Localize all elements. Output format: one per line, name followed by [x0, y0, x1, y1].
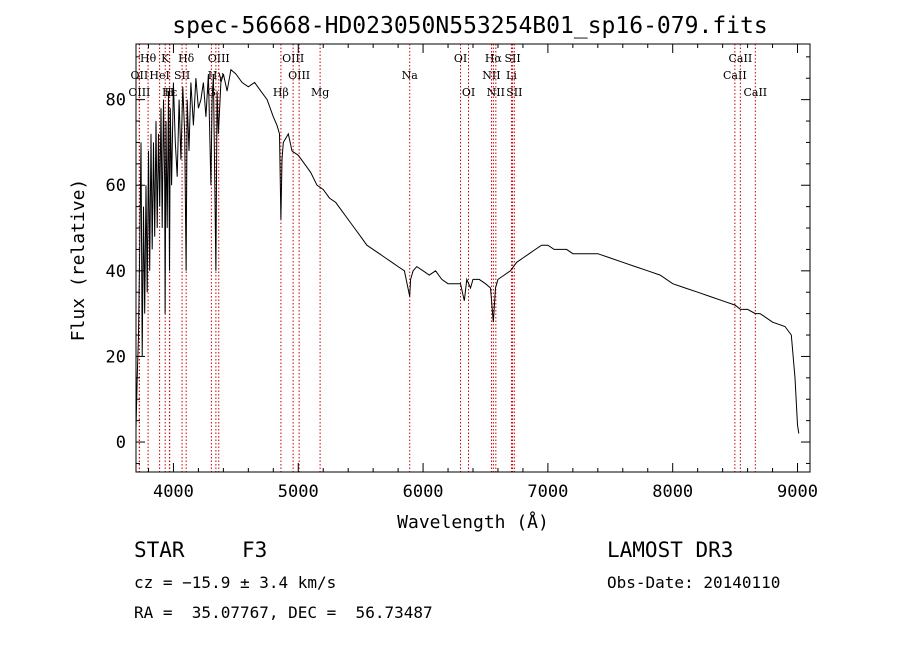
- y-tick-label-3: 60: [106, 176, 126, 196]
- line-label-2: Hδ: [178, 52, 195, 65]
- spectral-line-markers: [138, 44, 756, 472]
- ra-dec: RA = 35.07767, DEC = 56.73487: [134, 603, 433, 622]
- line-label-10: HeI: [149, 69, 169, 82]
- line-label-7: SII: [504, 52, 520, 65]
- line-label-18: OIII: [128, 86, 150, 99]
- chart-title: spec-56668-HD023050N553254B01_sp16-079.f…: [172, 13, 767, 39]
- survey-name: LAMOST DR3: [607, 538, 734, 562]
- line-label-22: Hβ: [273, 86, 289, 99]
- line-label-5: OI: [454, 52, 467, 65]
- line-label-12: Hγ: [208, 69, 225, 82]
- line-label-3: OIII: [208, 52, 230, 65]
- line-label-15: NII: [482, 69, 500, 82]
- line-label-6: Hα: [485, 52, 503, 65]
- plot-frame: [135, 43, 811, 473]
- x-tick-label-2: 6000: [403, 482, 444, 502]
- line-label-8: CaII: [729, 52, 753, 65]
- line-label-4: OIII: [282, 52, 304, 65]
- spectrum-series-line: [135, 68, 800, 434]
- line-label-1: K: [161, 52, 170, 65]
- y-tick-label-0: 0: [116, 433, 126, 453]
- line-label-13: OIII: [288, 69, 310, 82]
- line-label-26: SII: [506, 86, 522, 99]
- x-axis-label: Wavelength (Å): [397, 511, 549, 533]
- line-label-14: Na: [402, 69, 419, 82]
- line-label-9: OII: [131, 69, 149, 82]
- obs-date: Obs-Date: 20140110: [607, 573, 781, 592]
- x-tick-label-5: 9000: [777, 482, 818, 502]
- line-label-25: NII: [487, 86, 505, 99]
- y-tick-label-1: 20: [106, 347, 126, 367]
- x-tick-label-3: 7000: [527, 482, 568, 502]
- y-tick-label-2: 40: [106, 262, 126, 282]
- line-label-11: SII: [174, 69, 190, 82]
- line-label-17: CaII: [723, 69, 747, 82]
- line-label-24: OI: [462, 86, 475, 99]
- line-label-20: H: [165, 86, 175, 99]
- redshift-cz: cz = −15.9 ± 3.4 km/s: [134, 573, 337, 592]
- y-tick-label-4: 80: [106, 91, 126, 111]
- x-tick-label-4: 8000: [652, 482, 693, 502]
- x-tick-label-1: 5000: [278, 482, 319, 502]
- line-label-27: CaII: [743, 86, 767, 99]
- object-subclass: F3: [242, 538, 268, 562]
- axis-ticks: 4000 5000 6000 7000 8000 9000 0 20 40 60 80: [106, 44, 818, 502]
- line-label-23: Mg: [311, 86, 329, 99]
- object-class: STAR: [134, 538, 185, 562]
- y-axis-label: Flux (relative): [68, 179, 89, 342]
- x-tick-label-0: 4000: [153, 482, 194, 502]
- line-label-0: Hθ: [140, 52, 157, 65]
- line-label-16: Li: [506, 69, 517, 82]
- line-label-21: G: [207, 86, 216, 99]
